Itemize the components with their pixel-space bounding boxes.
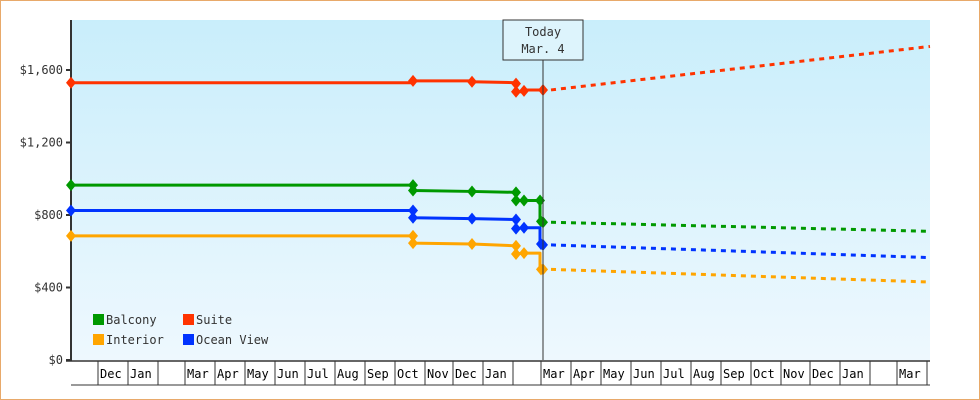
y-tick-label: $800 [34, 208, 63, 222]
month-label: May [603, 367, 625, 381]
data-point-marker[interactable] [467, 185, 477, 198]
data-point-marker[interactable] [511, 239, 521, 252]
today-date: Mar. 4 [521, 42, 564, 56]
data-point-marker[interactable] [66, 76, 76, 89]
month-label: Nov [783, 367, 805, 381]
y-tick-label: $0 [49, 353, 63, 367]
forecast-line [550, 44, 931, 92]
data-point-marker[interactable] [408, 229, 418, 242]
month-label: Oct [753, 367, 775, 381]
legend-swatch-balcony [93, 314, 104, 325]
month-label: Jun [277, 367, 299, 381]
data-point-marker[interactable] [408, 74, 418, 87]
data-point-marker[interactable] [511, 85, 521, 98]
month-label: Jan [842, 367, 864, 381]
y-tick-label: $1,200 [20, 136, 63, 150]
y-tick-label: $400 [34, 281, 63, 295]
month-label: Dec [812, 367, 834, 381]
month-label: Sep [723, 367, 745, 381]
today-label: Today [525, 25, 561, 39]
month-label: Sep [367, 367, 389, 381]
legend-swatch-interior [93, 334, 104, 345]
legend-swatch-suite [183, 314, 194, 325]
data-point-marker[interactable] [511, 222, 521, 235]
month-label: Mar [187, 367, 209, 381]
today-box [502, 19, 584, 61]
forecast-line [550, 220, 931, 233]
data-point-marker[interactable] [511, 186, 521, 199]
y-tick-label: $1,600 [20, 63, 63, 77]
data-point-marker[interactable] [511, 247, 521, 260]
month-label: Jan [130, 367, 152, 381]
legend-swatch-ocean-view [183, 334, 194, 345]
data-point-marker[interactable] [408, 184, 418, 197]
month-label: Jul [663, 367, 685, 381]
month-label: Aug [337, 367, 359, 381]
data-point-marker[interactable] [408, 204, 418, 217]
data-point-marker[interactable] [408, 237, 418, 250]
month-label: Dec [455, 367, 477, 381]
data-point-marker[interactable] [66, 204, 76, 217]
data-point-marker[interactable] [519, 84, 529, 97]
month-label: Apr [217, 367, 239, 381]
plot-area [71, 20, 930, 360]
month-label: Dec [100, 367, 122, 381]
legend-label: Suite [196, 313, 232, 327]
data-point-marker[interactable] [519, 194, 529, 207]
month-label: Jul [307, 367, 329, 381]
month-label: Mar [899, 367, 921, 381]
month-label: May [247, 367, 269, 381]
data-point-marker[interactable] [66, 179, 76, 192]
data-point-marker[interactable] [467, 75, 477, 88]
data-point-marker[interactable] [519, 221, 529, 234]
legend-label: Balcony [106, 313, 157, 327]
legend-label: Ocean View [196, 333, 269, 347]
data-point-marker[interactable] [519, 247, 529, 260]
month-label: Jan [485, 367, 507, 381]
data-point-marker[interactable] [408, 211, 418, 224]
month-label: Jun [633, 367, 655, 381]
forecast-line [550, 267, 931, 284]
data-point-marker[interactable] [467, 238, 477, 250]
today-marker: Today Mar. 4 [502, 19, 584, 360]
month-label: Apr [573, 367, 595, 381]
legend-label: Interior [106, 333, 164, 347]
month-label: Nov [427, 367, 449, 381]
series-suite [66, 44, 931, 98]
legend: Balcony Suite Interior Ocean View [93, 313, 269, 347]
data-point-marker[interactable] [467, 212, 477, 225]
series-group [66, 44, 931, 284]
forecast-line [550, 243, 931, 260]
x-axis: Dec Jan Mar Apr May Jun Jul Aug Sep Oct Nov Dec Jan M… [66, 360, 930, 386]
data-point-marker[interactable] [511, 213, 521, 226]
month-label: Mar [543, 367, 565, 381]
month-label: Aug [693, 367, 715, 381]
data-point-marker[interactable] [511, 194, 521, 207]
month-label: Oct [397, 367, 419, 381]
y-axis: $0 $400 $800 $1,200 $1,600 [20, 20, 72, 367]
data-point-marker[interactable] [66, 229, 76, 242]
data-point-marker[interactable] [511, 77, 521, 90]
